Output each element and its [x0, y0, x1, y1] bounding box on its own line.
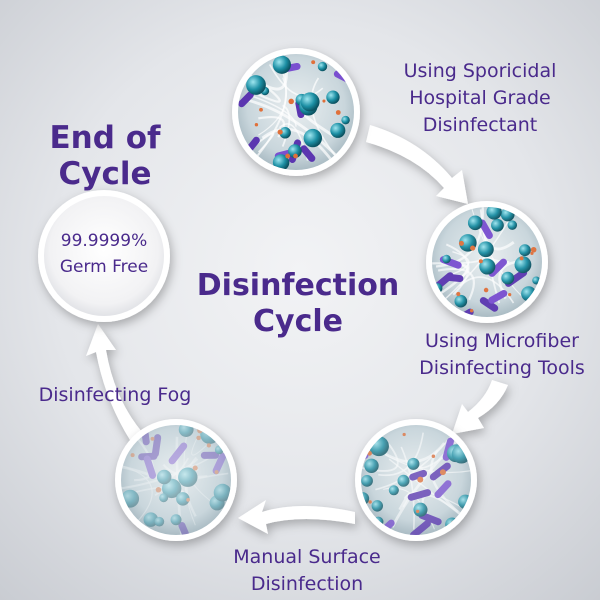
- step-1-label-line: Using Sporicidal: [403, 60, 557, 82]
- arrow-2-to-3: [452, 380, 508, 434]
- arrow-4-to-end: [86, 324, 142, 440]
- end-circle-text: 99.9999% Germ Free: [34, 228, 174, 280]
- step-1-label: Using Sporicidal Hospital Grade Disinfec…: [380, 58, 580, 139]
- step-3-circle: [355, 419, 477, 541]
- step-1-label-line: Hospital Grade: [409, 87, 551, 109]
- step-4-label-line: Disinfecting Fog: [38, 384, 192, 406]
- end-of-cycle-title: End of Cycle: [30, 120, 180, 192]
- step-2-label-line: Disinfecting Tools: [419, 357, 585, 379]
- center-title: Disinfection Cycle: [188, 268, 408, 340]
- step-3-label-line: Manual Surface: [233, 546, 381, 568]
- end-circle: [38, 190, 170, 322]
- step-3-label-line: Disinfection: [250, 573, 364, 595]
- arrow-3-to-4: [238, 500, 355, 534]
- step-2-label-line: Using Microfiber: [425, 330, 579, 352]
- germ-free-label: Germ Free: [59, 257, 149, 277]
- step-4-label: Disinfecting Fog: [20, 382, 210, 409]
- step-2-circle: [426, 201, 548, 323]
- center-title-line: Disinfection: [196, 268, 400, 303]
- germ-free-percent: 99.9999%: [60, 231, 148, 251]
- germ-microscope-icon: [432, 207, 541, 317]
- step-2-label: Using Microfiber Disinfecting Tools: [404, 328, 600, 382]
- end-title-line: Cycle: [58, 156, 152, 192]
- step-4-circle: [115, 419, 237, 541]
- step-3-label: Manual Surface Disinfection: [212, 544, 402, 598]
- step-1-label-line: Disinfectant: [422, 114, 538, 136]
- center-title-line: Cycle: [253, 304, 343, 339]
- end-title-line: End of: [49, 120, 161, 156]
- arrow-1-to-2: [366, 125, 468, 204]
- step-1-circle: [232, 48, 360, 176]
